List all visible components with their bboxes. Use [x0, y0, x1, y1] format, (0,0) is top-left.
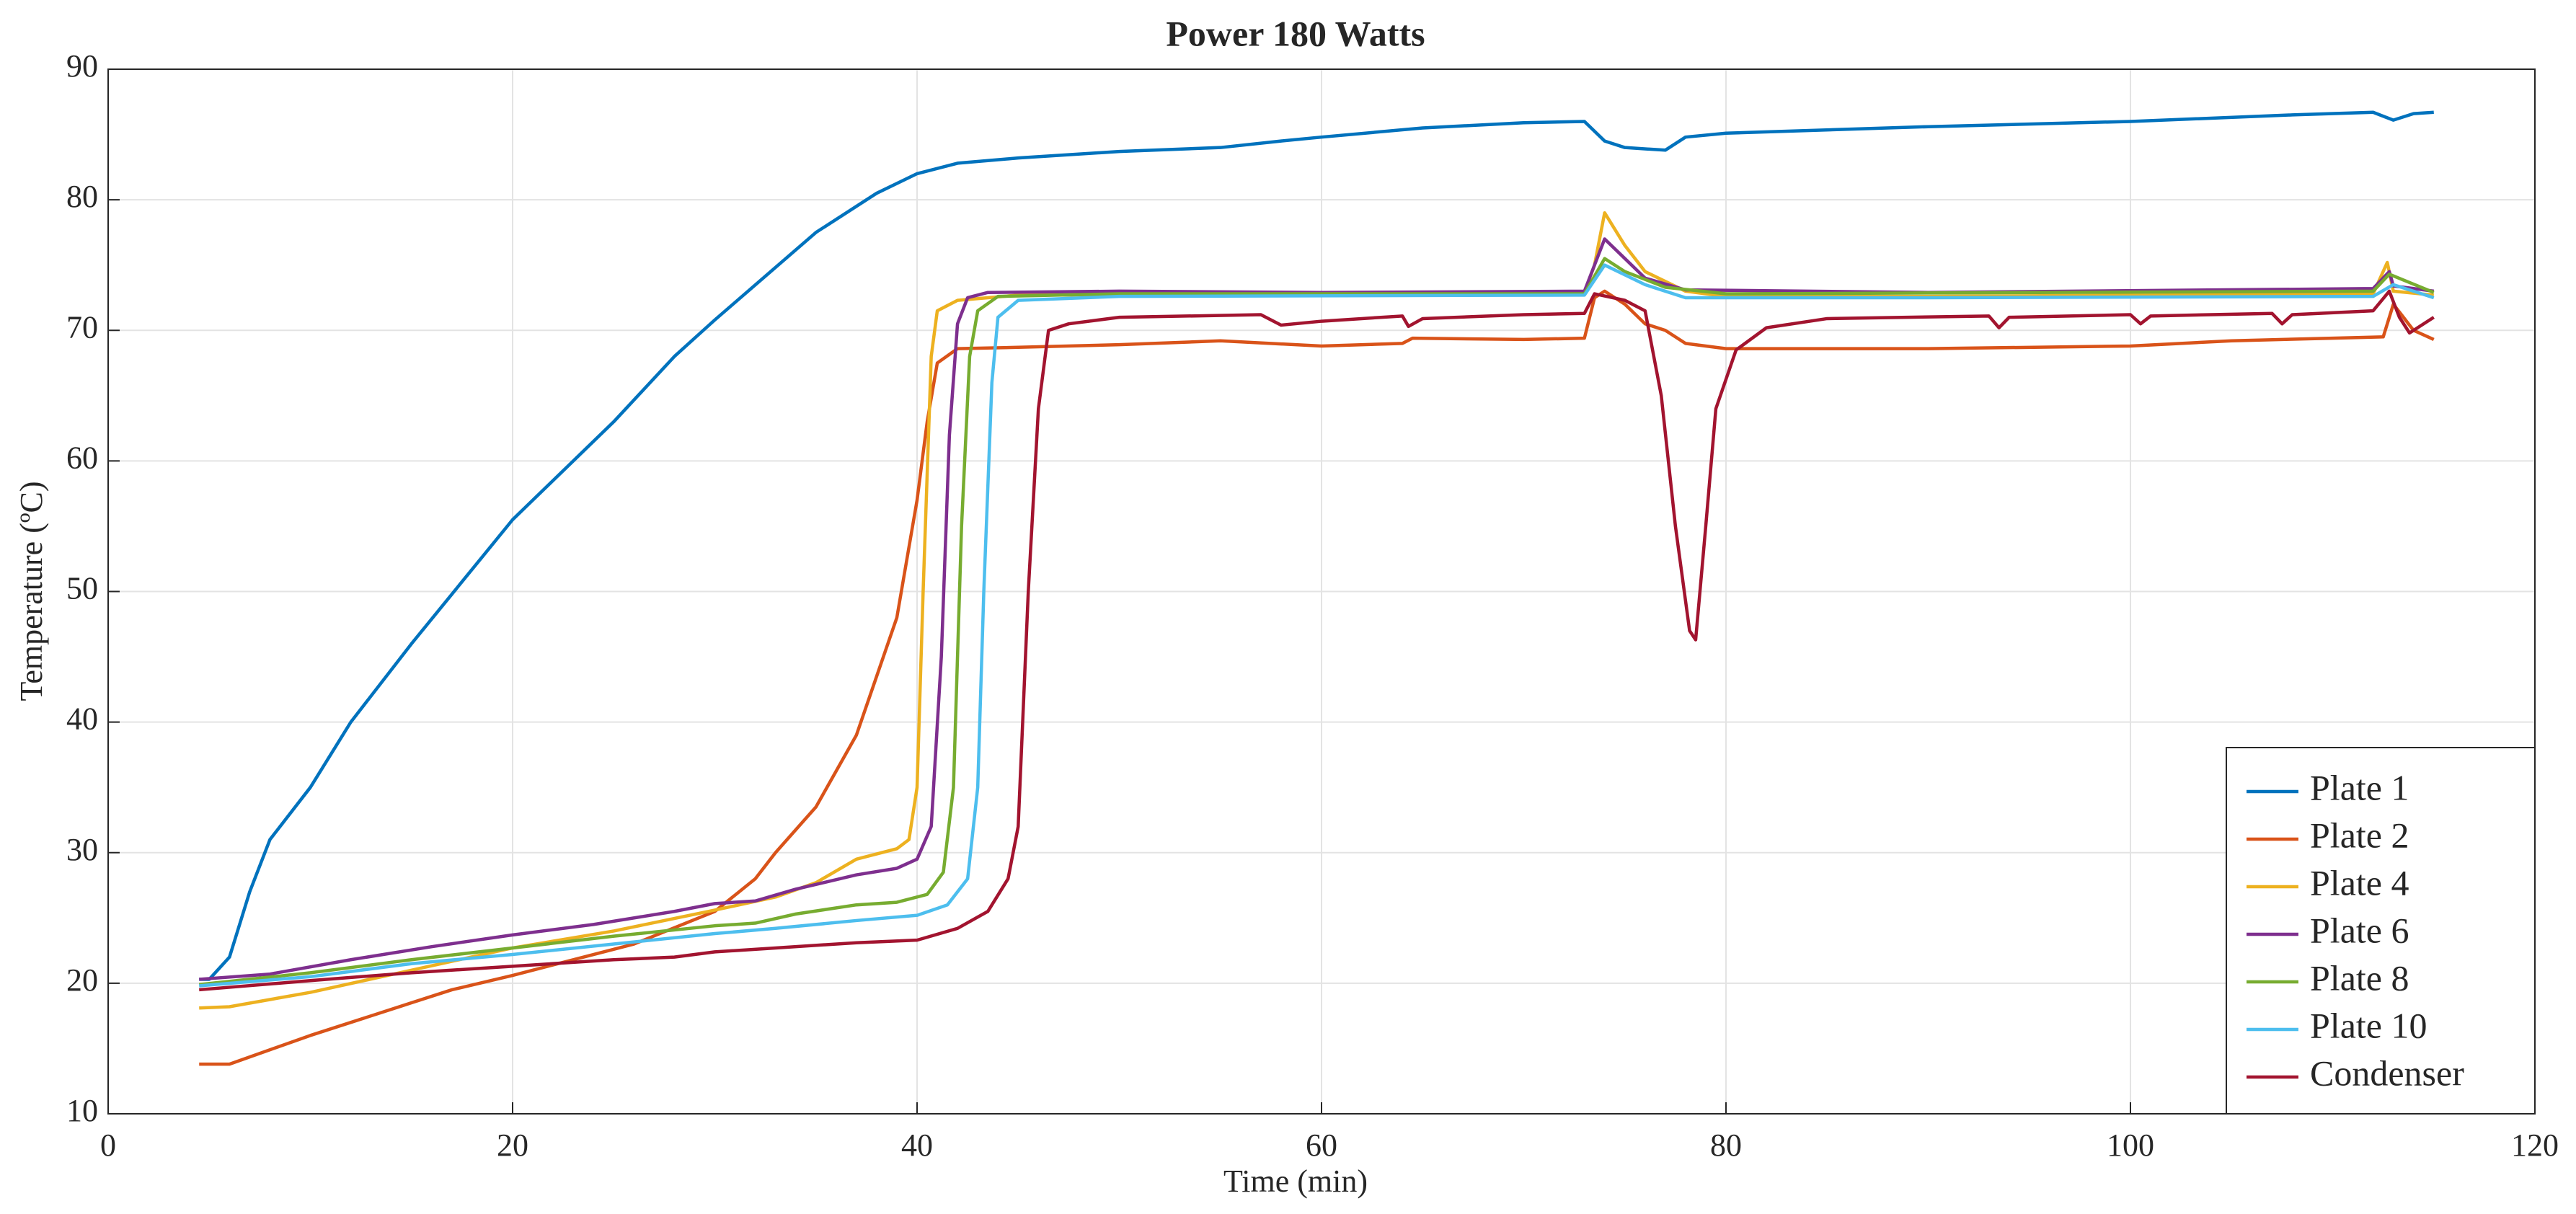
- series-line: [199, 110, 2434, 981]
- x-tick-label: 20: [497, 1127, 528, 1163]
- legend-label: Plate 4: [2310, 862, 2409, 903]
- legend-label: Plate 6: [2310, 910, 2409, 950]
- x-tick-label: 60: [1306, 1127, 1337, 1163]
- legend-label: Plate 1: [2310, 767, 2409, 807]
- series-line: [199, 289, 2435, 992]
- series-line: [199, 289, 2435, 1066]
- y-tick-label: 90: [66, 48, 98, 84]
- x-tick-label: 80: [1710, 1127, 1742, 1163]
- legend-box: [2226, 747, 2536, 1115]
- legend-label: Plate 8: [2310, 957, 2409, 998]
- x-tick-label: 100: [2107, 1127, 2154, 1163]
- y-tick-label: 60: [66, 440, 98, 475]
- y-tick-label: 40: [66, 701, 98, 737]
- y-tick-label: 80: [66, 179, 98, 214]
- legend-label: Plate 2: [2310, 815, 2409, 855]
- x-tick-label: 120: [2511, 1127, 2559, 1163]
- y-tick-label: 30: [66, 832, 98, 867]
- y-tick-label: 20: [66, 962, 98, 998]
- y-tick-label: 50: [66, 571, 98, 606]
- y-tick-label: 70: [66, 309, 98, 345]
- plot-frame: [107, 68, 2536, 1115]
- legend-label: Condenser: [2310, 1053, 2464, 1093]
- chart-title: Power 180 Watts: [1166, 13, 1425, 53]
- series-line: [199, 263, 2435, 988]
- legend-label: Plate 10: [2310, 1005, 2427, 1045]
- x-axis-label: Time (min): [1223, 1164, 1368, 1199]
- x-tick-label: 0: [100, 1127, 116, 1163]
- y-tick-label: 10: [66, 1093, 98, 1128]
- x-tick-label: 40: [901, 1127, 933, 1163]
- y-axis-label: Temperature (ºC): [14, 482, 49, 701]
- series-line: [198, 257, 2435, 986]
